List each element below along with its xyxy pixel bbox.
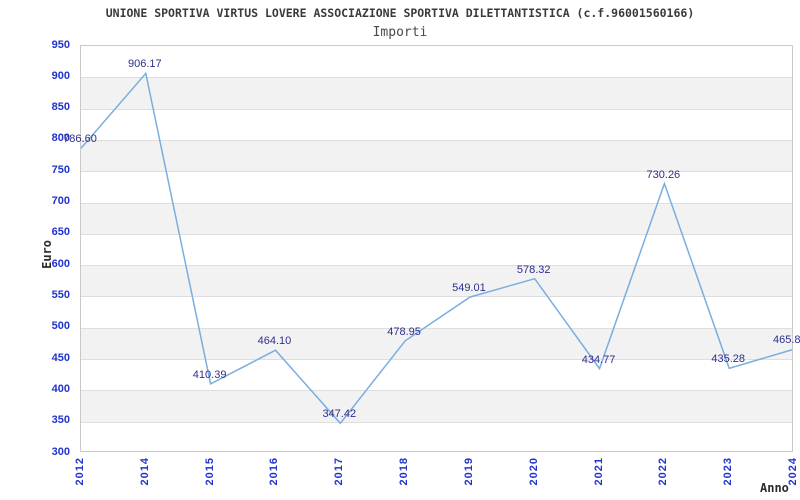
x-tick-label: 2018 — [398, 457, 411, 486]
y-tick-label: 650 — [51, 226, 70, 239]
y-tick-label: 400 — [51, 382, 70, 395]
x-tick-label: 2014 — [138, 457, 151, 486]
data-point-label: 464.10 — [257, 335, 292, 348]
x-tick-label: 2020 — [527, 457, 540, 486]
background-band — [81, 390, 792, 422]
data-point-label: 478.95 — [387, 325, 421, 338]
gridline — [81, 108, 792, 110]
y-tick-label: 700 — [51, 195, 70, 208]
x-tick-label: 2019 — [462, 457, 475, 486]
data-point-label: 549.01 — [452, 282, 486, 295]
background-band — [81, 265, 792, 297]
y-tick-label: 600 — [51, 257, 70, 270]
gridline — [81, 233, 792, 235]
y-tick-label: 750 — [51, 163, 70, 176]
y-tick-label: 450 — [51, 351, 70, 364]
chart-subtitle: Importi — [372, 25, 428, 40]
y-tick-label: 350 — [51, 414, 70, 427]
gridline — [81, 421, 792, 423]
series-line-svg — [81, 71, 792, 425]
gridline — [81, 296, 792, 298]
chart-title: UNIONE SPORTIVA VIRTUS LOVERE ASSOCIAZIO… — [105, 6, 695, 20]
y-tick-label: 500 — [51, 320, 70, 333]
background-band — [81, 139, 792, 172]
x-tick-label: 2012 — [74, 457, 86, 486]
x-tick-label: 2024 — [787, 457, 799, 486]
gridline — [81, 327, 792, 329]
gridline — [81, 171, 792, 173]
data-point-label: 410.39 — [192, 368, 227, 381]
y-tick-label: 800 — [51, 132, 70, 145]
y-tick-label: 300 — [51, 445, 70, 458]
x-tick-label: 2016 — [268, 457, 281, 486]
y-tick-label: 900 — [51, 69, 70, 82]
gridline — [81, 139, 792, 141]
x-axis-title: Anno — [760, 481, 789, 495]
x-tick-label: 2015 — [203, 457, 216, 486]
data-point-label: 578.32 — [516, 263, 551, 276]
data-point-label: 347.42 — [322, 408, 357, 421]
background-band — [81, 77, 792, 109]
y-tick-label: 850 — [51, 101, 70, 114]
x-tick-label: 2021 — [592, 457, 605, 486]
x-tick-label: 2017 — [333, 457, 346, 486]
data-point-label: 906.17 — [127, 58, 162, 71]
y-tick-label: 550 — [51, 288, 70, 301]
data-point-label: 435.28 — [711, 353, 745, 366]
series-line — [81, 71, 792, 425]
data-point-label: 465.8 — [773, 334, 800, 347]
gridline — [81, 359, 792, 361]
gridline — [81, 265, 792, 267]
gridline — [81, 390, 792, 392]
gridline — [81, 202, 792, 204]
gridline — [81, 77, 792, 79]
plot-area — [80, 45, 793, 452]
y-tick-label: 950 — [51, 38, 70, 51]
x-tick-label: 2023 — [722, 457, 735, 486]
data-point-label: 730.26 — [646, 168, 681, 181]
x-tick-label: 2022 — [657, 457, 670, 486]
data-point-label: 786.60 — [63, 133, 97, 146]
data-point-label: 434.77 — [581, 353, 616, 366]
